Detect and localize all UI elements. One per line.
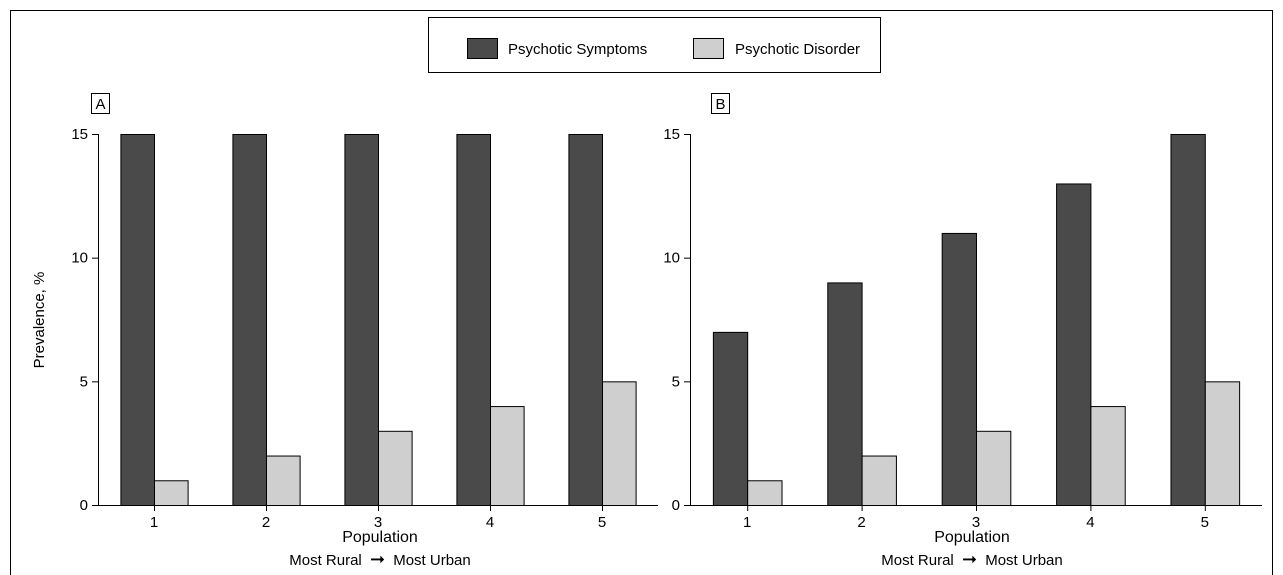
panel-b-bar-symptoms-4 <box>1056 183 1092 506</box>
panel-a-bar-symptoms-5 <box>568 134 604 506</box>
panel-a-sub-right: Most Urban <box>393 552 471 569</box>
panel-a-bars <box>120 134 637 507</box>
panel-b-bar-disorder-1 <box>747 480 783 506</box>
panel-b-xlabel: Population <box>934 529 1010 546</box>
panel-a-y-ticks: 0 5 10 15 <box>71 126 98 514</box>
panel-a-y-tick-label: 0 <box>80 497 88 514</box>
panel-b-sub-left: Most Rural <box>881 552 954 569</box>
panel-b-y-ticks: 0 5 10 15 <box>663 126 690 514</box>
panel-a-x-tick-label: 2 <box>262 514 270 531</box>
legend: Psychotic Symptoms Psychotic Disorder <box>428 17 881 73</box>
panel-b-xlabel-sub: Most Rural ➞ Most Urban <box>881 549 1063 569</box>
panel-b-bar-disorder-5 <box>1204 381 1241 507</box>
panel-b-bar-symptoms-2 <box>827 282 863 506</box>
panel-b-bar-disorder-3 <box>976 430 1012 506</box>
panel-b-x-tick-label: 3 <box>972 514 980 531</box>
panel-a-bar-symptoms-4 <box>456 134 491 506</box>
panel-b-bar-symptoms-3 <box>941 232 977 507</box>
panel-a-y-tick-label: 10 <box>71 250 88 267</box>
legend-swatch-disorder <box>693 38 724 59</box>
panel-a-bar-disorder-5 <box>602 381 637 507</box>
panel-b-x-ticks: 1 2 3 4 5 <box>743 505 1209 531</box>
panel-a-y-tick-label: 5 <box>80 373 88 390</box>
panel-b-label: B <box>711 93 730 114</box>
panel-a-x-tick-label: 3 <box>374 514 382 531</box>
panel-a-x-ticks: 1 2 3 4 5 <box>150 505 606 531</box>
panel-a-bar-symptoms-1 <box>120 134 155 506</box>
figure-frame <box>10 10 1273 575</box>
panel-a-bar-symptoms-3 <box>344 134 379 506</box>
panel-b-y-tick-label: 10 <box>663 250 680 267</box>
panel-a-bar-disorder-3 <box>378 430 413 506</box>
panel-b-sub-right: Most Urban <box>985 552 1063 569</box>
legend-label-disorder: Psychotic Disorder <box>735 41 860 58</box>
panel-b-bar-disorder-2 <box>861 455 897 506</box>
panel-b-sub-arrow: ➞ <box>962 549 977 569</box>
panel-b-x-tick-label: 1 <box>743 514 751 531</box>
panel-a-ylabel: Prevalence, % <box>31 272 48 369</box>
legend-label-symptoms: Psychotic Symptoms <box>508 41 647 58</box>
panel-a-label-text: A <box>95 96 105 113</box>
panel-b-label-text: B <box>715 96 725 113</box>
panel-a-bar-disorder-4 <box>490 406 525 507</box>
panel-a-xlabel: Population <box>342 529 418 546</box>
panel-a-sub-arrow: ➞ <box>370 549 385 569</box>
panel-a-x-tick-label: 1 <box>150 514 158 531</box>
panel-b-x-tick-label: 2 <box>857 514 865 531</box>
panel-a-x-tick-label: 5 <box>598 514 606 531</box>
panel-b-y-tick-label: 5 <box>672 373 680 390</box>
panel-a-bar-disorder-1 <box>154 480 189 506</box>
legend-box <box>428 17 881 73</box>
panel-b-bar-symptoms-1 <box>712 331 749 506</box>
legend-swatch-symptoms <box>467 38 498 59</box>
panel-b-x-tick-label: 5 <box>1201 514 1209 531</box>
panel-b-bars <box>712 134 1241 507</box>
panel-a-y-tick-label: 15 <box>71 126 88 143</box>
panel-a-bar-symptoms-2 <box>232 134 267 506</box>
panel-a-xlabel-sub: Most Rural ➞ Most Urban <box>289 549 471 569</box>
panel-b-bar-symptoms-5 <box>1170 134 1206 506</box>
panel-b-x-tick-label: 4 <box>1086 514 1094 531</box>
panel-b-y-tick-label: 15 <box>663 126 680 143</box>
panel-b-bar-disorder-4 <box>1090 406 1126 507</box>
panel-a-sub-left: Most Rural <box>289 552 362 569</box>
panel-a-label: A <box>91 93 110 114</box>
panel-b-y-tick-label: 0 <box>672 497 680 514</box>
panel-b: B 0 5 10 15 1 2 3 4 5 Population Most Rural ➞ M… <box>663 93 1262 569</box>
panel-a-bar-disorder-2 <box>266 455 301 506</box>
panel-a-x-tick-label: 4 <box>486 514 494 531</box>
